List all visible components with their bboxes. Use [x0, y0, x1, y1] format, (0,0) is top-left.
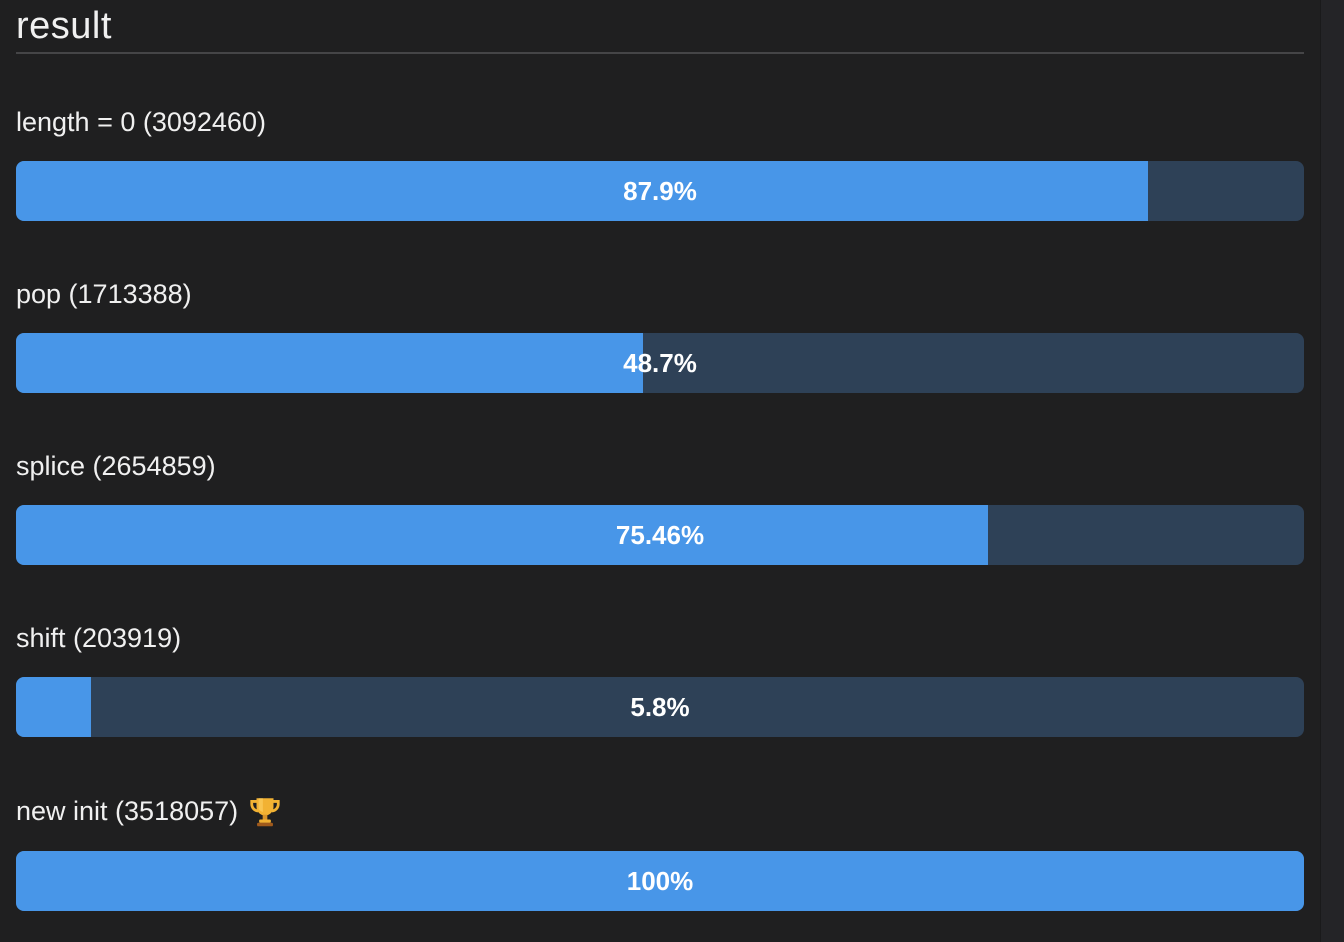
test-case-label: shift (203919): [16, 622, 1304, 654]
result-bar-track: 5.8%: [16, 677, 1304, 737]
result-bar-fill: [16, 161, 1149, 221]
percent-label: 87.9%: [623, 175, 697, 206]
scrollbar-track[interactable]: [1320, 0, 1344, 942]
result-row: pop (1713388) 48.7%: [16, 278, 1304, 393]
test-case-label: pop (1713388): [16, 278, 1304, 310]
result-list: length = 0 (3092460) 87.9% pop (1713388)…: [16, 106, 1304, 911]
result-row: length = 0 (3092460) 87.9%: [16, 106, 1304, 221]
test-case-name: length = 0 (3092460): [16, 107, 266, 137]
result-bar-fill: [16, 677, 91, 737]
page-title: result: [16, 5, 112, 47]
test-case-name: new init (3518057): [16, 796, 239, 826]
result-row: splice (2654859) 75.46%: [16, 450, 1304, 565]
percent-label: 100%: [626, 865, 694, 896]
trophy-icon: [248, 794, 282, 828]
header-divider: [16, 52, 1304, 54]
test-case-name: pop (1713388): [16, 279, 192, 309]
test-case-name: splice (2654859): [16, 451, 216, 481]
test-case-label: splice (2654859): [16, 450, 1304, 482]
result-row: new init (3518057) 100%: [16, 794, 1304, 911]
result-bar-track: 75.46%: [16, 505, 1304, 565]
result-bar-fill: [16, 851, 1304, 911]
result-bar-fill: [16, 505, 988, 565]
test-case-name: shift (203919): [16, 623, 182, 653]
result-bar-track: 100%: [16, 851, 1304, 911]
test-case-label: new init (3518057): [16, 794, 1304, 828]
result-bar-track: 87.9%: [16, 161, 1304, 221]
result-bar-fill: [16, 333, 644, 393]
percent-label: 48.7%: [623, 347, 697, 378]
results-header: result: [16, 0, 1304, 54]
percent-label: 5.8%: [630, 691, 690, 722]
result-row: shift (203919) 5.8%: [16, 622, 1304, 737]
result-bar-track: 48.7%: [16, 333, 1304, 393]
test-case-label: length = 0 (3092460): [16, 106, 1304, 138]
percent-label: 75.46%: [615, 519, 705, 550]
